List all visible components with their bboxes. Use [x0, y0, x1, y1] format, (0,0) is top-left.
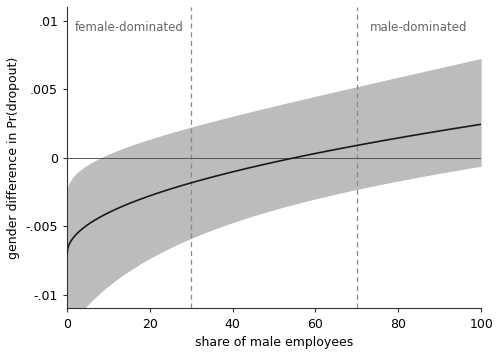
Text: male-dominated: male-dominated	[370, 21, 468, 33]
X-axis label: share of male employees: share of male employees	[195, 336, 353, 349]
Text: female-dominated: female-dominated	[74, 21, 184, 33]
Y-axis label: gender difference in Pr(dropout): gender difference in Pr(dropout)	[7, 57, 20, 259]
